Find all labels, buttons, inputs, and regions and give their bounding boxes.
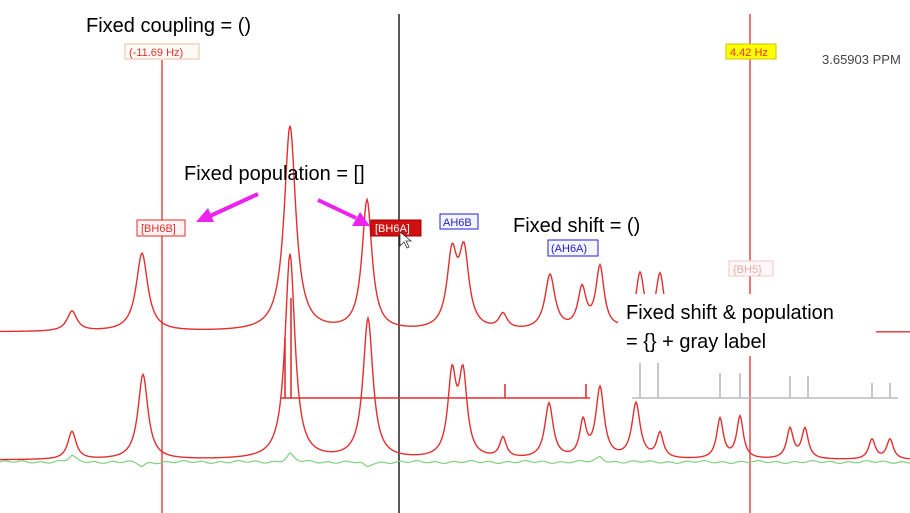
coupling-label-right[interactable]: 4.42 Hz — [730, 47, 768, 59]
peak-label-bh6b-box — [136, 219, 186, 237]
mouse-pointer-icon — [399, 231, 413, 249]
trace-simulated — [0, 253, 910, 461]
trace-residual — [0, 452, 910, 468]
peak-label-ah6a-box — [547, 239, 599, 257]
peak-label-ah6a[interactable]: (AH6A) — [551, 243, 587, 255]
peak-label-bh5-box — [728, 260, 774, 277]
arrow-to-bh6b — [196, 192, 259, 222]
annotation-fixed-shift-population-line2: = {} + gray label — [626, 331, 766, 353]
peak-label-ah6b-box — [439, 213, 479, 230]
ppm-readout: 3.65903 PPM — [822, 52, 901, 67]
peak-label-bh6b[interactable]: [BH6B] — [141, 223, 176, 235]
peak-label-bh6a[interactable]: [BH6A] — [375, 223, 410, 235]
peak-label-bh6a-box — [370, 219, 422, 237]
peak-label-ah6b[interactable]: AH6B — [443, 217, 472, 229]
stick-spectrum — [281, 298, 898, 399]
annotation-fixed-coupling: Fixed coupling = () — [86, 15, 251, 37]
annotation-fixed-shift: Fixed shift = () — [513, 215, 640, 237]
coupling-label-right-box — [725, 43, 777, 60]
coupling-label-left-box — [124, 43, 200, 60]
annotation-fixed-population: Fixed population = [] — [184, 163, 365, 185]
annotation-fixed-shift-population-line1: Fixed shift & population — [626, 302, 834, 324]
arrow-to-bh6a — [317, 198, 370, 226]
coupling-label-left[interactable]: (-11.69 Hz) — [129, 47, 183, 59]
annotation-backdrop — [618, 294, 876, 356]
peak-label-bh5[interactable]: {BH5} — [733, 264, 762, 276]
